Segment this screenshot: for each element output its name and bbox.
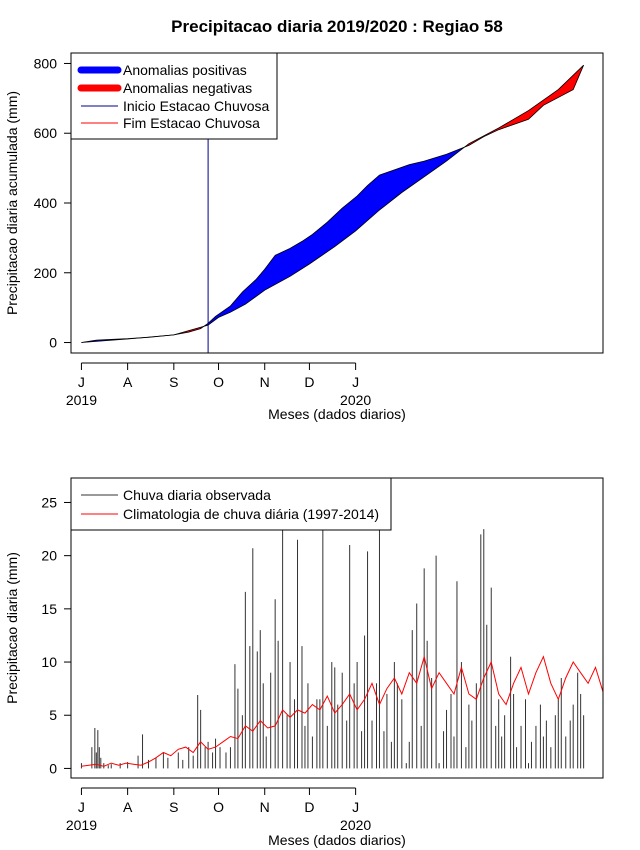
y-tick-label: 800 xyxy=(34,55,58,71)
cumulative-x-axis: J A S O N D J 2019 2020 xyxy=(66,362,371,408)
x-tick-label: D xyxy=(304,799,314,815)
observed-cumulative-line xyxy=(81,65,584,343)
x-tick-label: J xyxy=(78,374,85,390)
daily-rain-y-axis: 0 5 10 15 20 25 xyxy=(41,494,72,776)
y-tick-label: 20 xyxy=(41,548,57,564)
y-tick-label: 5 xyxy=(49,707,57,723)
daily-rain-plot-area xyxy=(80,500,604,769)
x-tick-label: O xyxy=(213,799,224,815)
x-tick-label: N xyxy=(260,799,270,815)
x-tick-label: O xyxy=(213,374,224,390)
daily-rain-y-axis-label: Precipitacao diaria (mm) xyxy=(4,552,20,704)
x-tick-label: J xyxy=(78,799,85,815)
x-tick-label: S xyxy=(169,374,178,390)
x-year-label: 2020 xyxy=(340,817,371,833)
y-tick-label: 400 xyxy=(34,195,58,211)
cumulative-y-axis-label: Precipitacao diaria acumulada (mm) xyxy=(4,91,20,315)
x-year-label: 2019 xyxy=(66,392,97,408)
cumulative-x-axis-label: Meses (dados diarios) xyxy=(268,406,406,422)
daily-rain-x-axis-label: Meses (dados diarios) xyxy=(268,832,406,848)
y-tick-label: 200 xyxy=(34,265,58,281)
cumulative-y-axis: 0 200 400 600 800 xyxy=(34,55,72,351)
y-tick-label: 600 xyxy=(34,125,58,141)
y-tick-label: 0 xyxy=(49,760,57,776)
daily-rain-legend-box xyxy=(70,477,392,531)
x-tick-label: J xyxy=(352,374,359,390)
legend-label-rainy-season-end: Fim Estacao Chuvosa xyxy=(123,115,260,131)
daily-rain-legend: Chuva diaria observada Climatologia de c… xyxy=(70,477,392,531)
legend-label-rainy-season-start: Inicio Estacao Chuvosa xyxy=(123,98,270,114)
daily-rain-x-axis: J A S O N D J 2019 2020 xyxy=(66,787,371,833)
legend-label-climatology-rain: Climatologia de chuva diária (1997-2014) xyxy=(123,506,379,522)
y-tick-label: 15 xyxy=(41,601,57,617)
x-tick-label: J xyxy=(352,799,359,815)
legend-label-observed-rain: Chuva diaria observada xyxy=(123,487,271,503)
y-tick-label: 25 xyxy=(41,494,57,510)
y-tick-label: 10 xyxy=(41,654,57,670)
climatology-rain-line xyxy=(81,655,604,767)
climatology-cumulative-line xyxy=(81,64,584,343)
x-year-label: 2019 xyxy=(66,817,97,833)
cumulative-legend: Anomalias positivas Anomalias negativas … xyxy=(70,52,278,140)
x-tick-label: A xyxy=(123,799,133,815)
legend-label-positive-anomaly: Anomalias positivas xyxy=(123,62,247,78)
legend-label-negative-anomaly: Anomalias negativas xyxy=(123,80,252,96)
x-tick-label: D xyxy=(304,374,314,390)
x-tick-label: N xyxy=(260,374,270,390)
x-year-label: 2020 xyxy=(340,392,371,408)
x-tick-label: S xyxy=(169,799,178,815)
x-tick-label: A xyxy=(123,374,133,390)
y-tick-label: 0 xyxy=(49,335,57,351)
chart-title: Precipitacao diaria 2019/2020 : Regiao 5… xyxy=(171,17,503,36)
